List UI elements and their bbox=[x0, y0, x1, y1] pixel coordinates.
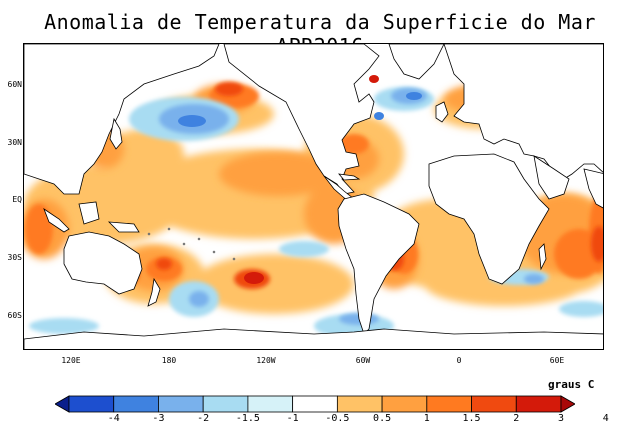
arabia bbox=[533, 155, 570, 200]
land-masses bbox=[24, 44, 603, 349]
new-zealand bbox=[147, 277, 161, 307]
sst-anomaly-map bbox=[23, 43, 604, 350]
lon-label-180: 180 bbox=[161, 356, 177, 365]
colorbar-segment bbox=[381, 395, 428, 413]
south-america bbox=[337, 193, 420, 335]
units-label: graus C bbox=[548, 378, 595, 391]
colorbar-segment bbox=[471, 395, 517, 413]
lon-label-120e: 120E bbox=[61, 356, 81, 365]
colorbar-tick-label: 1 bbox=[423, 413, 430, 424]
colorbar-segment bbox=[247, 395, 294, 413]
lat-label-eq: EQ bbox=[12, 195, 22, 204]
africa bbox=[428, 153, 550, 285]
lon-label-120w: 120W bbox=[256, 356, 276, 365]
colorbar-tick-label: -4 bbox=[107, 413, 120, 424]
cuba bbox=[338, 173, 361, 181]
colorbar-tick-label: -1.5 bbox=[235, 413, 260, 424]
north-america bbox=[223, 44, 380, 195]
lat-label-30n: 30N bbox=[7, 138, 22, 147]
colorbar-tick-label: 0.5 bbox=[373, 413, 392, 424]
lon-label-60w: 60W bbox=[355, 356, 371, 365]
colorbar-segment bbox=[68, 395, 115, 413]
madagascar bbox=[538, 243, 547, 271]
colorbar-segment bbox=[515, 395, 562, 413]
lon-label-60e: 60E bbox=[549, 356, 565, 365]
sumatra bbox=[43, 207, 70, 233]
new-guinea bbox=[107, 221, 140, 233]
colorbar-tick-label: -3 bbox=[152, 413, 165, 424]
colorbar-tick-label: -0.5 bbox=[325, 413, 350, 424]
greenland bbox=[388, 44, 445, 80]
colorbar bbox=[55, 395, 575, 413]
colorbar-tick-label: 3 bbox=[557, 413, 565, 424]
british-isles bbox=[435, 101, 449, 123]
lat-label-30s: 30S bbox=[7, 253, 22, 262]
colorbar-segment bbox=[292, 395, 338, 413]
australia bbox=[63, 231, 143, 295]
india-edge bbox=[583, 168, 603, 209]
colorbar-tick-label: 2 bbox=[513, 413, 520, 424]
map-canvas bbox=[24, 44, 603, 349]
colorbar-tick-label: -2 bbox=[197, 413, 210, 424]
lon-label-0: 0 bbox=[456, 356, 462, 365]
colorbar-segment bbox=[426, 395, 472, 413]
eurasia bbox=[443, 44, 603, 180]
lat-label-60n: 60N bbox=[7, 80, 22, 89]
pacific-islands bbox=[147, 227, 236, 261]
colorbar-tick-label: -1 bbox=[286, 413, 299, 424]
colorbar-segment bbox=[55, 395, 70, 413]
colorbar-segment bbox=[202, 395, 249, 413]
lat-label-60s: 60S bbox=[7, 311, 22, 320]
colorbar-tick-label: 4 bbox=[602, 413, 609, 424]
japan bbox=[109, 117, 123, 150]
colorbar-segment bbox=[158, 395, 204, 413]
asia-east bbox=[24, 44, 220, 195]
colorbar-segment bbox=[113, 395, 159, 413]
borneo bbox=[78, 201, 100, 225]
colorbar-segment bbox=[560, 395, 575, 413]
colorbar-tick-label: 1.5 bbox=[462, 413, 481, 424]
antarctica bbox=[24, 328, 603, 349]
colorbar-segment bbox=[336, 395, 383, 413]
